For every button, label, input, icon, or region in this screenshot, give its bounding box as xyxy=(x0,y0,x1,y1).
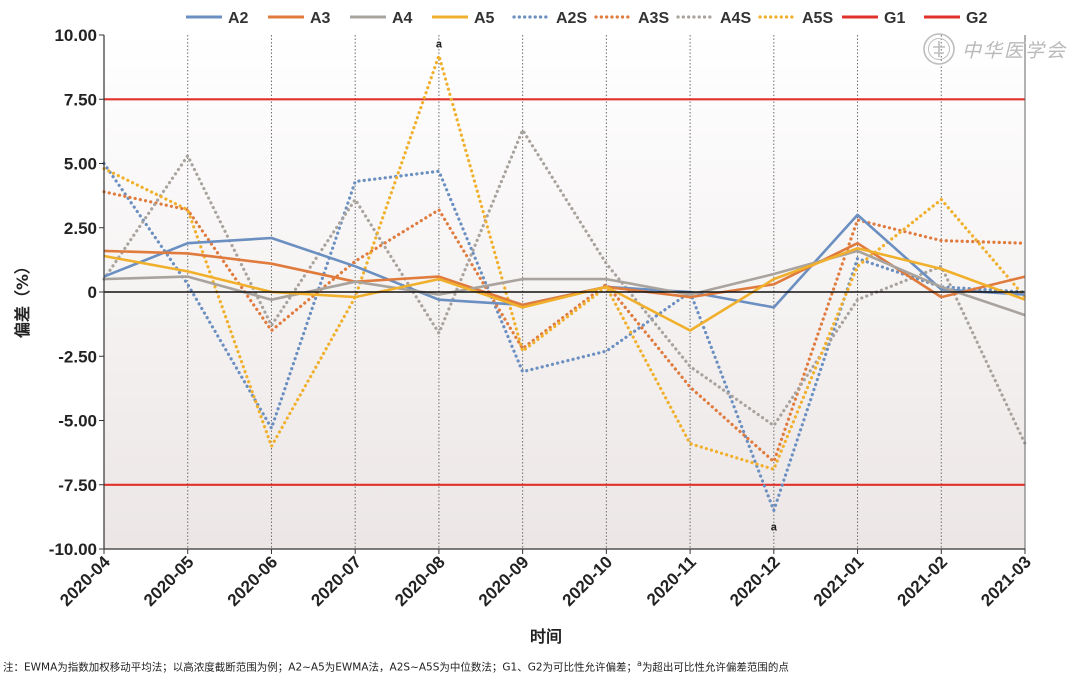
series-line-a3s xyxy=(102,190,1027,464)
x-tick-label-2020-09: 2020-09 xyxy=(475,552,533,610)
y-tick-label-3: 2.50 xyxy=(64,219,97,238)
y-tick-label-1: 7.50 xyxy=(64,90,97,109)
y-tick-label-5: -2.50 xyxy=(58,347,97,366)
x-tick-label-2020-04: 2020-04 xyxy=(56,552,114,610)
series-line-a2s xyxy=(102,161,1027,513)
y-tick-label-2: 5.00 xyxy=(64,155,97,174)
society-seal-icon xyxy=(923,33,955,65)
x-tick-label-2021-03: 2021-03 xyxy=(977,552,1035,610)
y-tick-label-4: 0 xyxy=(88,283,97,302)
watermark: 中华医学会 xyxy=(922,30,1067,68)
x-tick-label-2020-10: 2020-10 xyxy=(559,552,617,610)
y-tick-label-8: -10.00 xyxy=(49,540,97,559)
legend-label-g1: G1 xyxy=(884,10,905,27)
x-tick-label-2020-06: 2020-06 xyxy=(224,552,282,610)
footnote-sup: a xyxy=(637,659,642,668)
y-tick-label-0: 10.00 xyxy=(54,26,97,45)
legend-label-a5: A5 xyxy=(474,10,495,27)
series-line-a5s xyxy=(102,53,1027,471)
annotation-0: a xyxy=(436,39,443,51)
x-tick-label-2020-08: 2020-08 xyxy=(391,552,449,610)
legend-label-a3s: A3S xyxy=(638,10,669,27)
x-tick-label-2020-12: 2020-12 xyxy=(726,552,784,610)
legend-label-a4s: A4S xyxy=(720,10,751,27)
legend-label-a2s: A2S xyxy=(556,10,587,27)
legend-label-a3: A3 xyxy=(310,10,331,27)
x-tick-label-2021-01: 2021-01 xyxy=(810,552,868,610)
x-tick-label-2020-11: 2020-11 xyxy=(643,552,700,609)
x-axis-label: 时间 xyxy=(530,627,562,646)
footnote-text-before: 注：EWMA为指数加权移动平均法；以高浓度截断范围为例；A2~A5为EWMA法，… xyxy=(3,661,638,674)
series-line-a5 xyxy=(103,247,1026,332)
legend-label-g2: G2 xyxy=(966,10,987,27)
series-line-a4 xyxy=(103,249,1026,317)
legend-label-a4: A4 xyxy=(392,10,413,27)
annotation-1: a xyxy=(771,521,778,533)
watermark-text: 中华医学会 xyxy=(962,39,1068,62)
legend-label-a5s: A5S xyxy=(802,10,833,27)
legend-label-a2: A2 xyxy=(228,10,249,27)
footnote-text-after: 为超出可比性允许偏差范围的点 xyxy=(641,661,789,674)
x-tick-label-2020-05: 2020-05 xyxy=(140,552,198,610)
x-tick-label-2021-02: 2021-02 xyxy=(894,552,952,610)
y-tick-label-6: -5.00 xyxy=(58,412,97,431)
y-axis-label: 偏差（%） xyxy=(13,258,32,338)
x-tick-label-2020-07: 2020-07 xyxy=(307,552,365,610)
y-tick-label-7: -7.50 xyxy=(58,476,97,495)
footnote: 注：EWMA为指数加权移动平均法；以高浓度截断范围为例；A2~A5为EWMA法，… xyxy=(3,659,789,675)
